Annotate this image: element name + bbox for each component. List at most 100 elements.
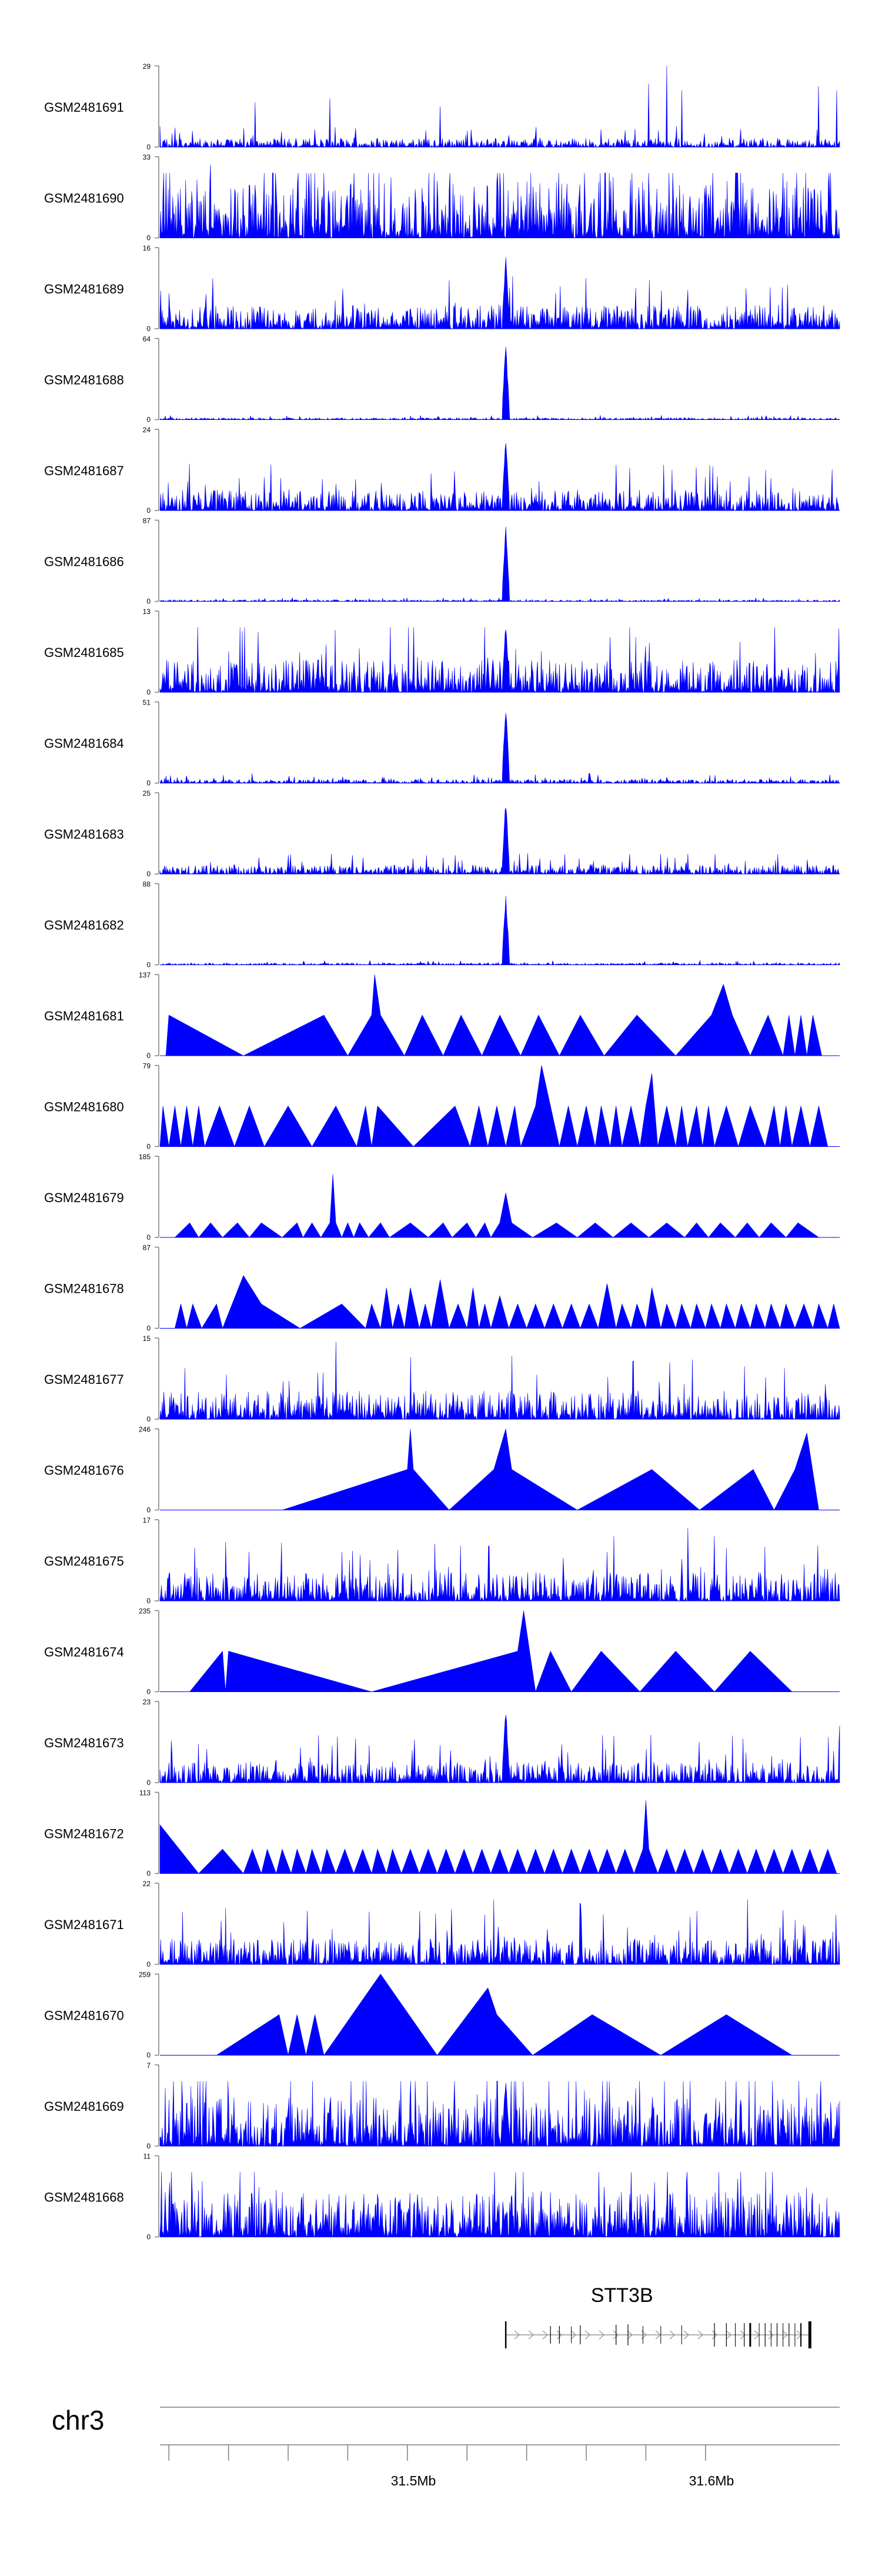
- track-GSM2481686: GSM2481686 87 0: [44, 517, 840, 606]
- track-label: GSM2481684: [44, 736, 124, 751]
- track-GSM2481668: GSM2481668 11 0: [44, 2153, 840, 2241]
- track-label: GSM2481680: [44, 1100, 124, 1115]
- y-max-label: 15: [143, 1334, 151, 1343]
- y-max-label: 79: [143, 1062, 151, 1070]
- track-label: GSM2481678: [44, 1282, 124, 1296]
- y-max-label: 185: [139, 1153, 151, 1161]
- exon: [505, 2321, 507, 2348]
- strand-arrow: [570, 2330, 577, 2340]
- y-max-label: 113: [139, 1789, 151, 1797]
- y-zero-label: 0: [146, 1052, 151, 1060]
- strand-arrow: [697, 2330, 704, 2340]
- track-label: GSM2481679: [44, 1190, 124, 1205]
- y-zero-label: 0: [146, 598, 151, 606]
- y-zero-label: 0: [146, 506, 151, 515]
- coverage-area: [174, 1174, 820, 1238]
- exon: [749, 2323, 751, 2347]
- exon: [681, 2325, 682, 2344]
- strand-arrow: [542, 2330, 549, 2340]
- track-GSM2481680: GSM2481680 79 0: [44, 1062, 840, 1151]
- coverage-area: [159, 165, 840, 239]
- y-max-label: 7: [146, 2061, 151, 2070]
- track-label: GSM2481681: [44, 1009, 124, 1023]
- coverage-area: [159, 1800, 837, 1874]
- coverage-area: [159, 257, 840, 329]
- coverage-area: [159, 1065, 828, 1147]
- strand-arrow: [782, 2330, 789, 2340]
- coverage-area: [175, 1275, 840, 1329]
- y-max-label: 64: [143, 335, 151, 343]
- track-label: GSM2481690: [44, 191, 124, 206]
- y-zero-label: 0: [146, 2233, 151, 2241]
- track-label: GSM2481689: [44, 282, 124, 296]
- strand-arrow: [655, 2330, 662, 2340]
- track-GSM2481678: GSM2481678 87 0: [44, 1244, 840, 1333]
- track-label: GSM2481675: [44, 1554, 124, 1569]
- y-zero-label: 0: [146, 1233, 151, 1242]
- strand-arrow: [669, 2330, 676, 2340]
- track-GSM2481687: GSM2481687 24 0: [44, 426, 840, 515]
- y-max-label: 51: [143, 699, 151, 707]
- y-max-label: 23: [143, 1698, 151, 1706]
- track-label: GSM2481674: [44, 1645, 124, 1660]
- coverage-area: [159, 1899, 840, 1966]
- coverage-area: [165, 974, 822, 1056]
- coverage-area: [159, 1342, 840, 1420]
- y-zero-label: 0: [146, 1597, 151, 1605]
- y-max-label: 24: [143, 426, 151, 434]
- strand-arrow: [599, 2330, 605, 2340]
- y-zero-label: 0: [146, 779, 151, 788]
- y-zero-label: 0: [146, 1415, 151, 1423]
- y-zero-label: 0: [146, 2142, 151, 2150]
- y-max-label: 25: [143, 789, 151, 798]
- track-GSM2481691: GSM2481691 29 0: [44, 62, 840, 151]
- y-zero-label: 0: [146, 1778, 151, 1787]
- exon: [759, 2323, 760, 2347]
- strand-arrow: [796, 2330, 803, 2340]
- y-max-label: 87: [143, 517, 151, 525]
- track-GSM2481676: GSM2481676 246 0: [44, 1426, 840, 1514]
- coverage-area: [159, 443, 840, 512]
- track-label: GSM2481685: [44, 645, 124, 660]
- track-GSM2481684: GSM2481684 51 0: [44, 699, 840, 788]
- track-label: GSM2481672: [44, 1827, 124, 1841]
- gene-name: STT3B: [591, 2284, 653, 2307]
- y-max-label: 29: [143, 62, 151, 71]
- track-label: GSM2481691: [44, 100, 124, 115]
- y-zero-label: 0: [146, 416, 151, 424]
- exon: [550, 2326, 551, 2344]
- track-GSM2481675: GSM2481675 17 0: [44, 1516, 840, 1605]
- exon: [571, 2327, 572, 2343]
- y-zero-label: 0: [146, 1143, 151, 1151]
- track-GSM2481681: GSM2481681 137 0: [44, 971, 840, 1060]
- exon: [800, 2323, 802, 2347]
- track-label: GSM2481671: [44, 1917, 124, 1932]
- y-max-label: 137: [139, 971, 151, 979]
- track-GSM2481670: GSM2481670 259 0: [44, 1971, 840, 2060]
- exon: [794, 2323, 796, 2347]
- track-label: GSM2481670: [44, 2008, 124, 2023]
- y-zero-label: 0: [146, 143, 151, 151]
- coverage-area: [159, 65, 840, 148]
- strand-arrow: [613, 2330, 619, 2340]
- strand-arrow: [556, 2330, 563, 2340]
- track-GSM2481682: GSM2481682 88 0: [44, 880, 840, 969]
- track-label: GSM2481686: [44, 555, 124, 569]
- y-max-label: 22: [143, 1880, 151, 1888]
- y-max-label: 11: [143, 2153, 151, 2161]
- track-label: GSM2481688: [44, 373, 124, 388]
- y-zero-label: 0: [146, 1324, 151, 1333]
- coverage-area: [159, 2081, 840, 2147]
- track-GSM2481672: GSM2481672 113 0: [44, 1789, 840, 1878]
- strand-arrow: [740, 2330, 746, 2340]
- exon: [660, 2326, 662, 2344]
- x-tick-label: 31.6Mb: [689, 2473, 734, 2488]
- track-GSM2481683: GSM2481683 25 0: [44, 789, 840, 878]
- exon: [764, 2323, 766, 2347]
- exon: [735, 2323, 736, 2347]
- y-zero-label: 0: [146, 234, 151, 242]
- y-zero-label: 0: [146, 1688, 151, 1696]
- track-GSM2481674: GSM2481674 235 0: [44, 1607, 840, 1696]
- strand-arrow: [514, 2330, 520, 2340]
